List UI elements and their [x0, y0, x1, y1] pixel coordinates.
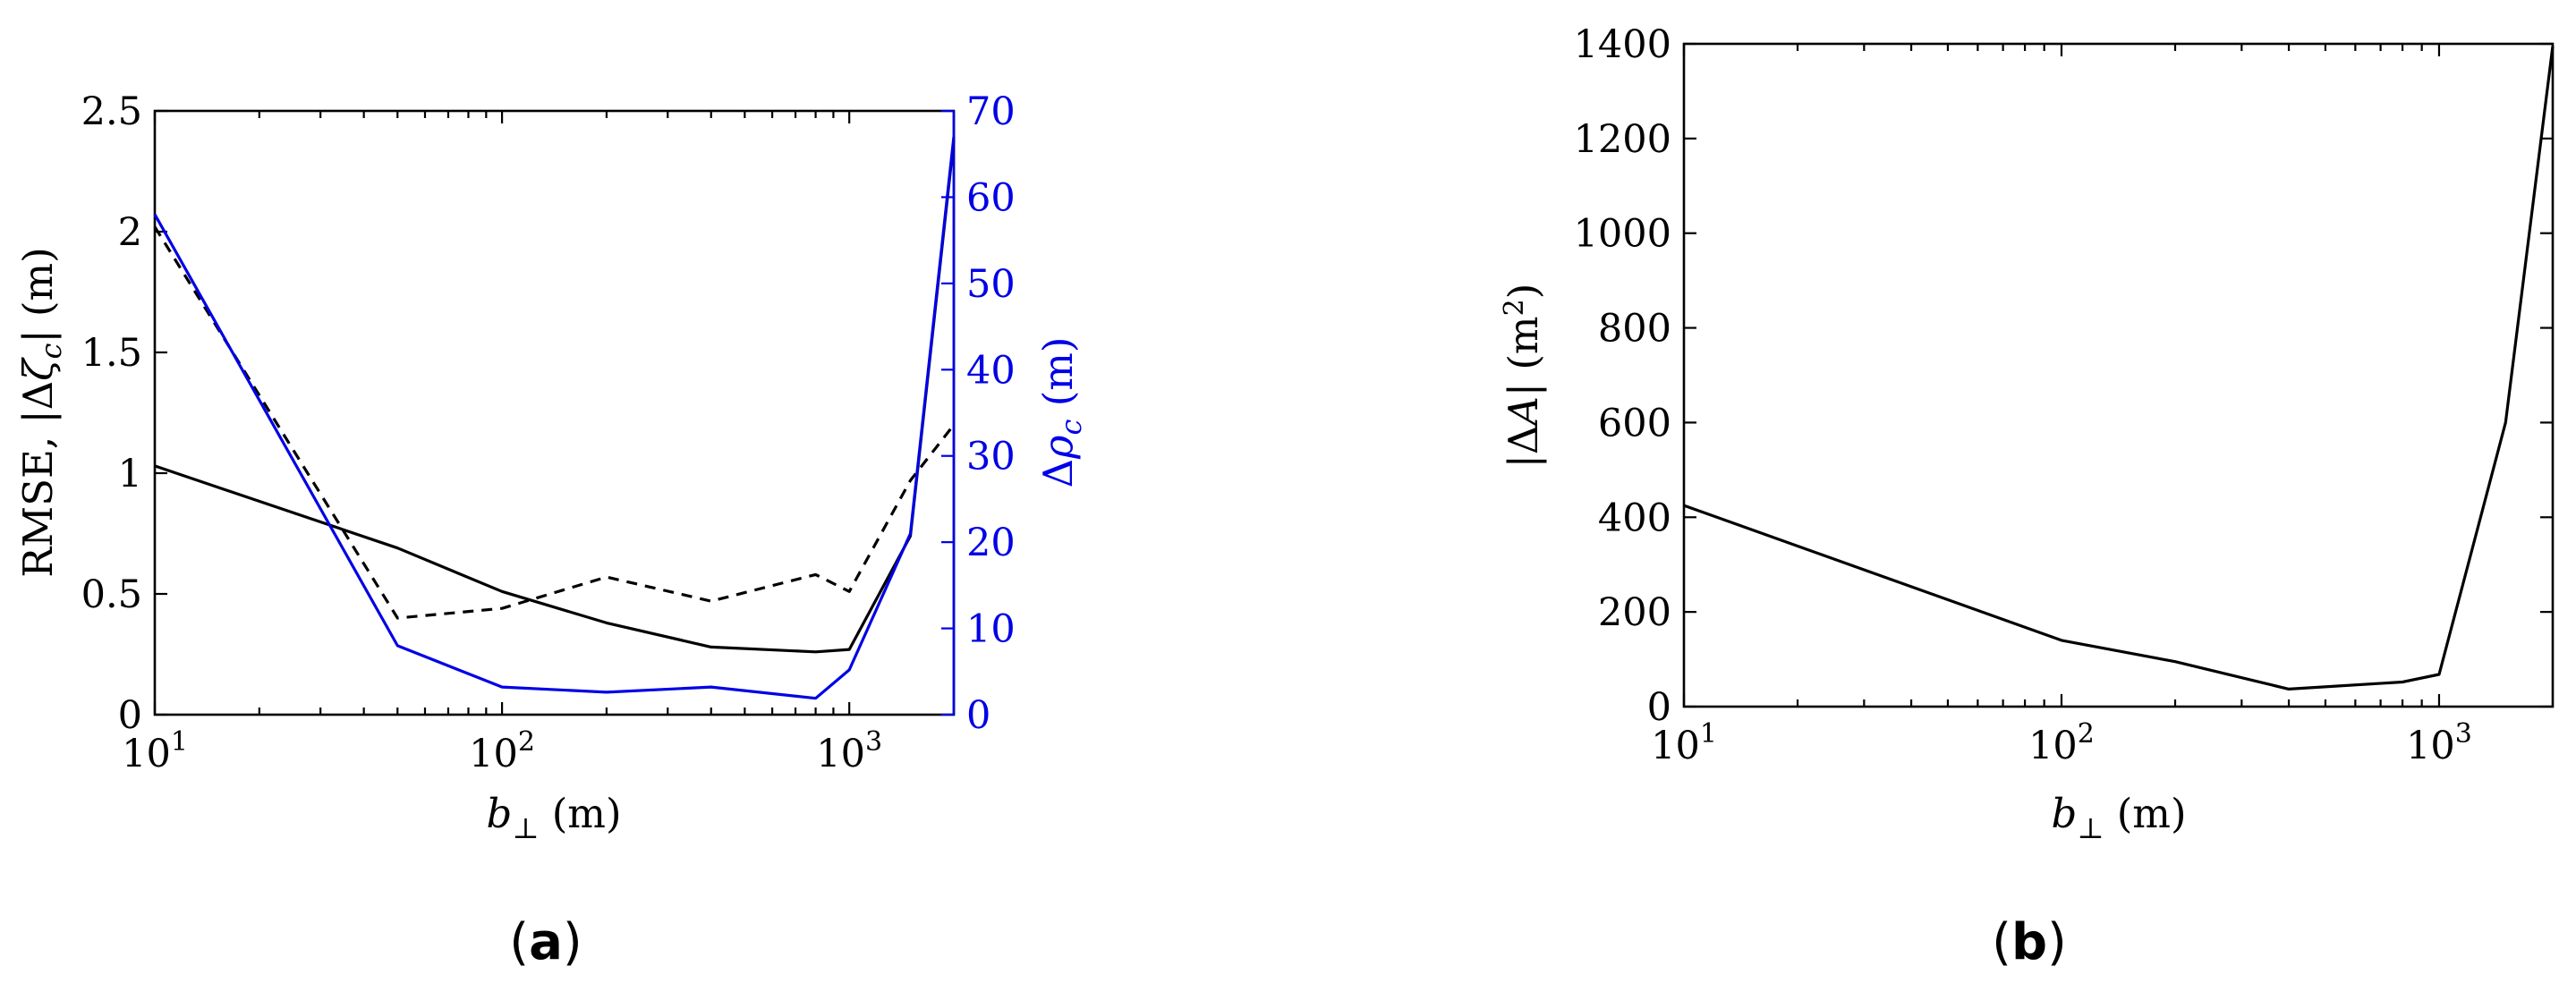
x-tick-label-b: 101 [1651, 718, 1717, 768]
y-tick-label-b: 600 [1598, 401, 1671, 445]
y-tick-label-b: 1000 [1574, 212, 1671, 257]
y2-tick-label-a: 40 [966, 348, 1016, 393]
y-tick-label-b: 0 [1647, 685, 1671, 730]
y-tick-label-a: 1 [118, 452, 142, 496]
plot-frame-a [153, 109, 956, 716]
series-line-a-1 [153, 225, 956, 620]
x-tick-label-a: 101 [122, 726, 188, 776]
panel-a: 101 102 103 0 0.5 1 1.5 2 2.5 0 10 20 30 40 50 60 70 b⊥ … [14, 89, 1088, 971]
y-tick-label-b: 1400 [1574, 22, 1671, 67]
y-tick-label-a: 0.5 [81, 572, 142, 617]
y-axis-label-b: |ΔA| (m2) [1499, 284, 1547, 469]
y2-axis-label-a: Δρc (m) [1034, 337, 1088, 488]
y-tick-label-b: 1200 [1574, 117, 1671, 162]
y2-tick-label-a: 50 [966, 262, 1016, 307]
y2-tick-label-a: 0 [966, 693, 990, 738]
y2-tick-label-a: 70 [966, 89, 1016, 134]
y2-tick-label-a: 30 [966, 435, 1016, 479]
y2-tick-label-a: 10 [966, 607, 1016, 652]
y-tick-label-b: 800 [1598, 307, 1671, 352]
caption-b: (b) [1992, 913, 2067, 971]
x-axis-label-a: b⊥ (m) [487, 790, 622, 845]
panel-b: 101 102 103 0 200 400 600 800 1000 1200 1400 b⊥ (m… [1499, 22, 2555, 971]
y-tick-label-a: 0 [118, 693, 142, 738]
x-tick-label-b: 102 [2028, 718, 2095, 768]
series-line-b-0 [1683, 46, 2555, 691]
y2-tick-label-a: 20 [966, 521, 1016, 565]
x-tick-label-a: 103 [816, 726, 882, 776]
y-tick-label-b: 200 [1598, 590, 1671, 635]
plot-frame-b [1682, 42, 2555, 708]
y-tick-label-a: 2.5 [81, 89, 142, 134]
y-tick-label-a: 2 [118, 210, 142, 255]
series-line-a-0 [154, 140, 956, 654]
x-tick-label-a: 102 [469, 726, 535, 776]
y-tick-label-b: 400 [1598, 496, 1671, 540]
y-tick-label-a: 1.5 [81, 331, 142, 376]
y2-tick-label-a: 60 [966, 175, 1016, 220]
caption-a: (a) [509, 913, 582, 971]
x-tick-label-b: 103 [2406, 718, 2472, 768]
x-axis-label-b: b⊥ (m) [2052, 790, 2187, 845]
series-line-a-2 [153, 136, 956, 700]
y-axis-label-a: RMSE, |Δζc| (m) [14, 247, 68, 577]
